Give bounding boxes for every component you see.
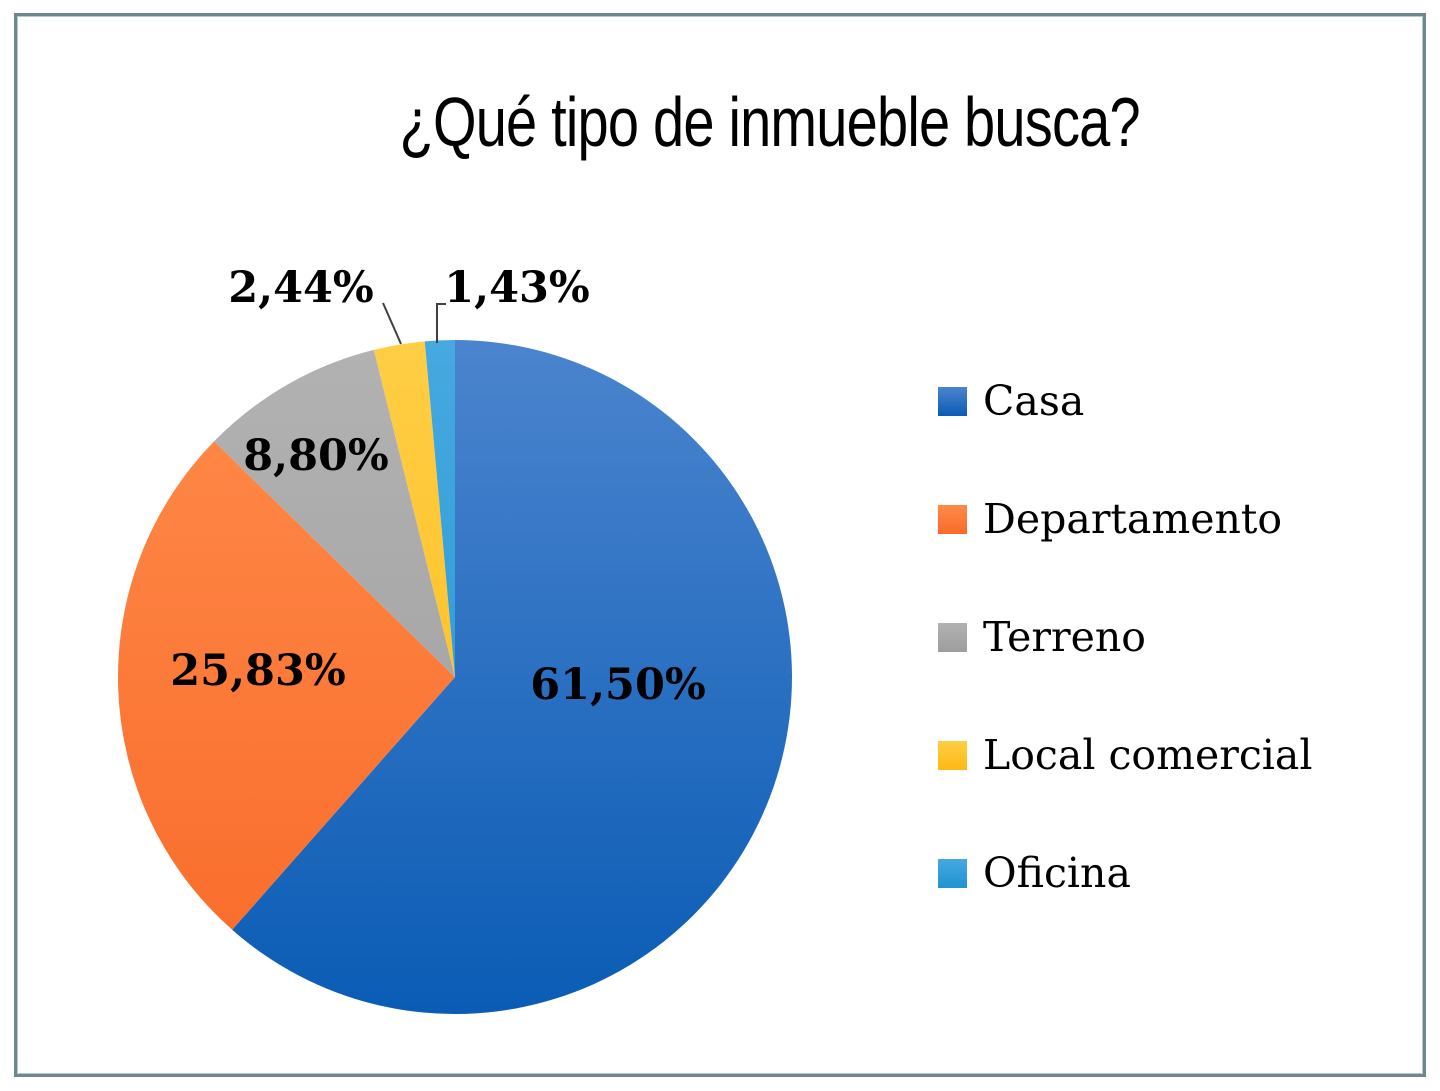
data-label-terreno: 8,80% [243, 431, 389, 481]
legend-label-oficina: Oficina [983, 849, 1131, 897]
legend-label-departamento: Departamento [983, 495, 1283, 543]
legend-swatch-departamento [938, 505, 967, 534]
legend-swatch-local-comercial [938, 741, 967, 770]
data-label-casa: 61,50% [530, 660, 706, 710]
pie-slice-casa[interactable] [232, 340, 792, 1014]
legend-item-casa[interactable]: Casa [938, 381, 1312, 422]
legend-swatch-oficina [938, 859, 967, 888]
chart-title: ¿Qué tipo de inmueble busca? [0, 84, 1440, 161]
legend-label-terreno: Terreno [983, 613, 1146, 661]
legend-label-casa: Casa [983, 377, 1085, 425]
data-label-departamento: 25,83% [170, 646, 346, 696]
pie-slice-local-comercial[interactable] [373, 341, 455, 677]
data-label-local-comercial: 2,44% [228, 263, 374, 313]
pie-slice-terreno[interactable] [214, 349, 455, 677]
pie-slice-oficina[interactable] [424, 340, 455, 677]
legend-item-departamento[interactable]: Departamento [938, 499, 1312, 540]
data-label-oficina: 1,43% [444, 263, 590, 313]
pie-slice-departamento[interactable] [117, 441, 455, 930]
leader-line-local-comercial [382, 302, 402, 345]
legend-swatch-terreno [938, 623, 967, 652]
legend: Casa Departamento Terreno Local comercia… [938, 381, 1312, 894]
legend-label-local-comercial: Local comercial [983, 731, 1313, 779]
legend-item-terreno[interactable]: Terreno [938, 617, 1312, 658]
legend-item-oficina[interactable]: Oficina [938, 853, 1312, 894]
legend-item-local-comercial[interactable]: Local comercial [938, 735, 1312, 776]
leader-line-oficina [436, 303, 446, 343]
legend-swatch-casa [938, 387, 967, 416]
chart-title-text: ¿Qué tipo de inmueble busca? [399, 83, 1141, 161]
